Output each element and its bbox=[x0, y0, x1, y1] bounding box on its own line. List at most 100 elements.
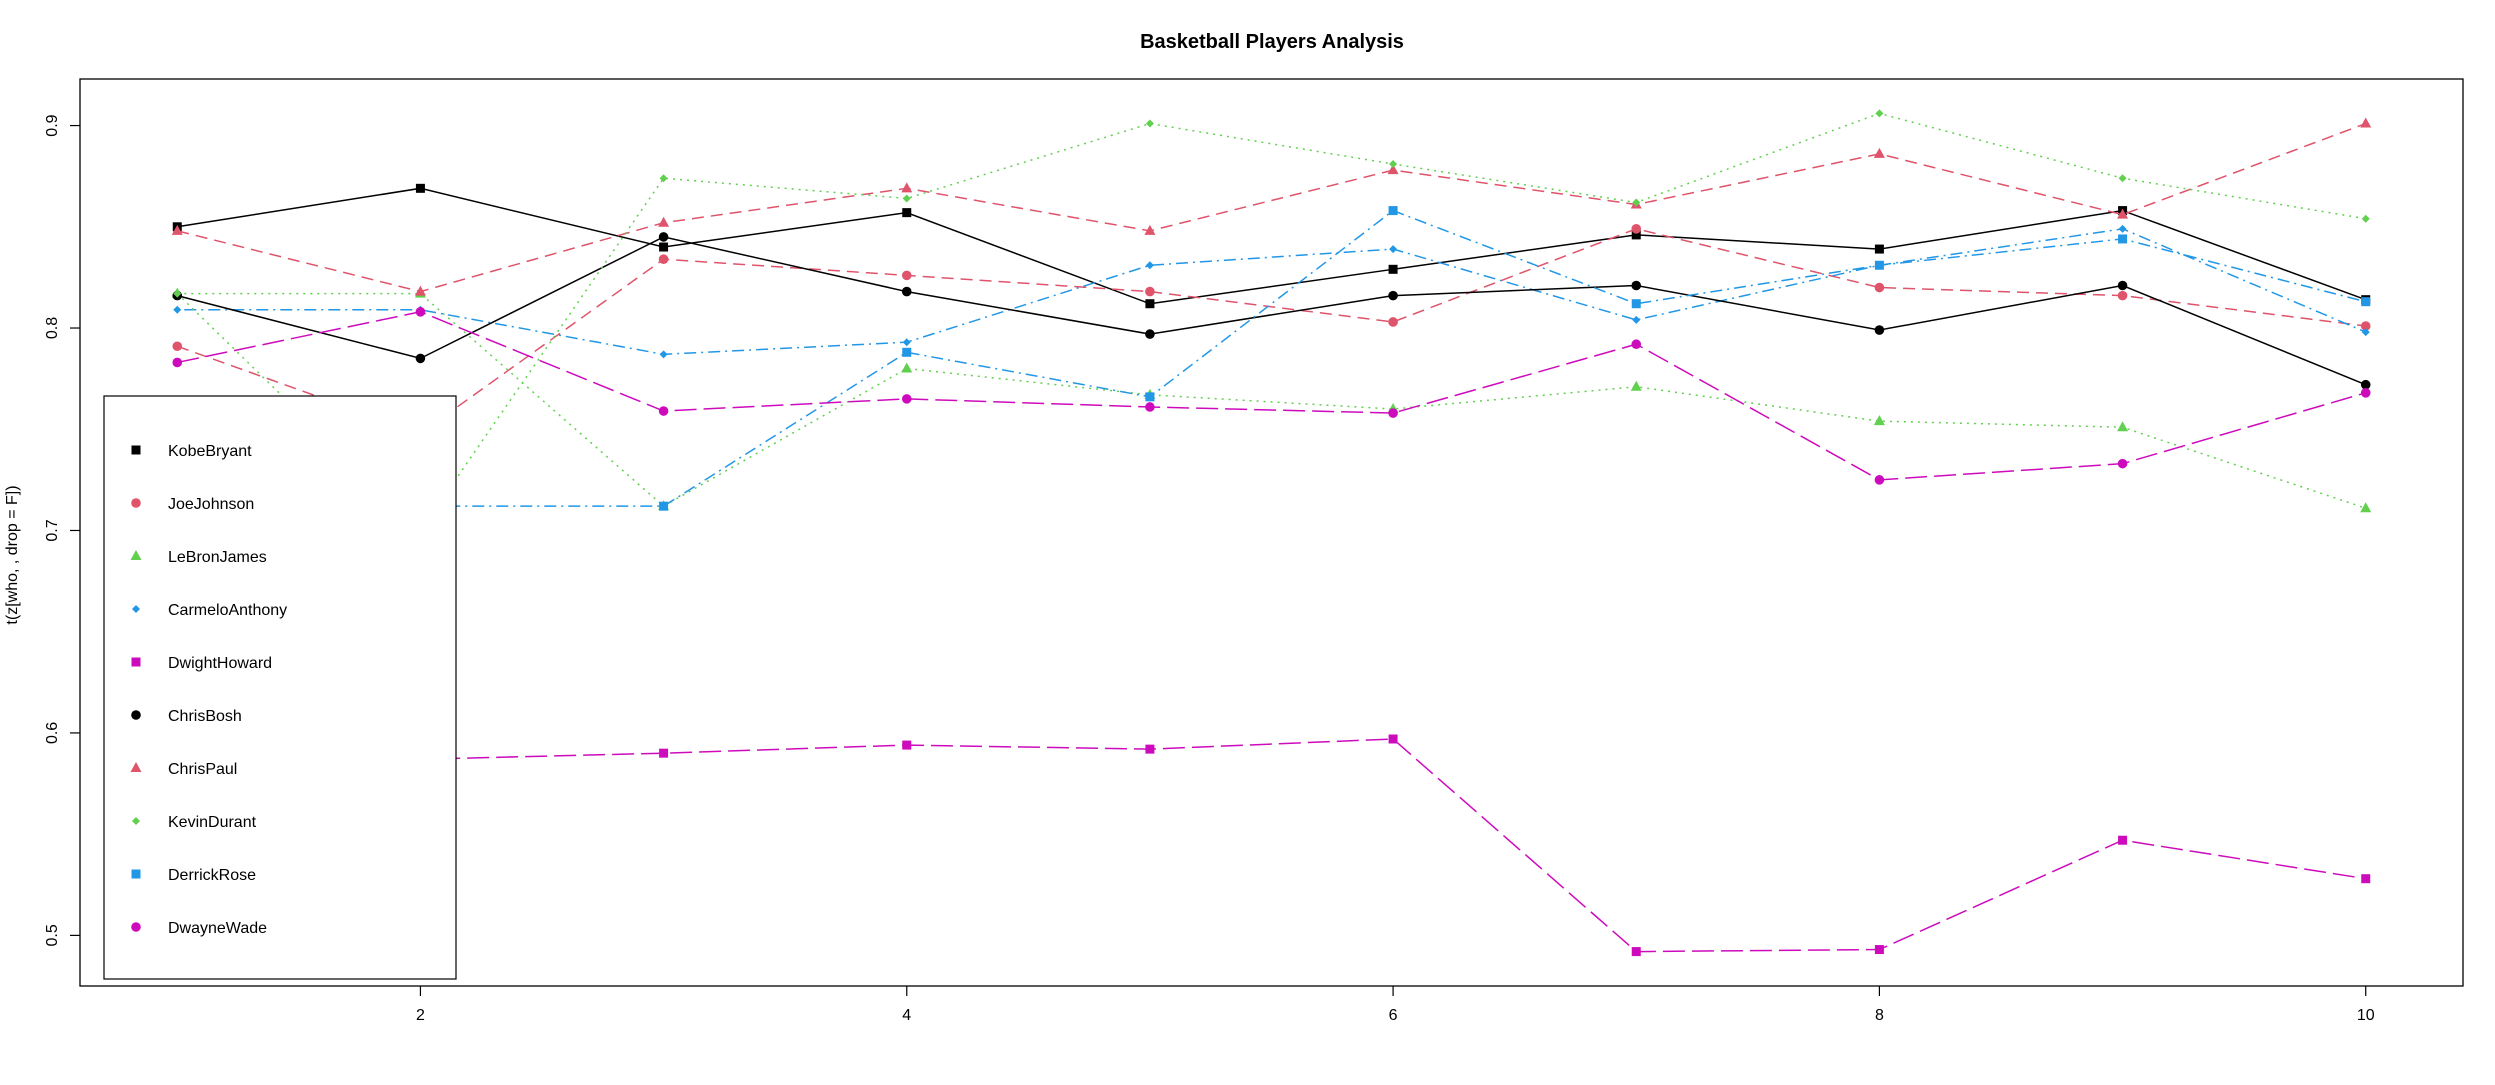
series-JoeJohnson bbox=[172, 224, 2371, 439]
data-point bbox=[2117, 421, 2129, 432]
data-point bbox=[901, 394, 912, 404]
data-point bbox=[1145, 299, 1155, 309]
legend-item: KobeBryant bbox=[131, 443, 252, 460]
series-line bbox=[177, 209, 2366, 507]
data-point bbox=[2360, 388, 2371, 398]
x-tick-label: 2 bbox=[416, 1007, 425, 1024]
data-point bbox=[1388, 206, 1398, 216]
data-point bbox=[1632, 315, 1641, 324]
data-point bbox=[1874, 945, 1884, 955]
series-KevinDurant bbox=[173, 109, 2370, 535]
data-point bbox=[1873, 415, 1885, 426]
data-point bbox=[2118, 174, 2127, 183]
data-point bbox=[1388, 734, 1398, 744]
data-point bbox=[1388, 408, 1398, 418]
legend-marker bbox=[131, 710, 141, 720]
series-group bbox=[171, 109, 2372, 957]
series-ChrisPaul bbox=[171, 117, 2372, 296]
data-point bbox=[659, 501, 669, 511]
data-point bbox=[1875, 109, 1884, 118]
legend-marker bbox=[131, 445, 141, 455]
data-point bbox=[1631, 224, 1642, 234]
data-point bbox=[901, 270, 912, 281]
legend-item: ChrisPaul bbox=[130, 761, 237, 778]
x-tick-label: 6 bbox=[1389, 1007, 1398, 1024]
data-point bbox=[2117, 280, 2128, 291]
x-tick-label: 4 bbox=[902, 1007, 911, 1024]
legend-label: DwightHoward bbox=[168, 655, 272, 672]
series-line bbox=[177, 228, 2367, 356]
legend-marker bbox=[132, 605, 140, 613]
data-point bbox=[1388, 290, 1398, 301]
data-point bbox=[1630, 380, 1642, 391]
data-point bbox=[1874, 260, 1884, 270]
series-ChrisBosh bbox=[172, 232, 2371, 390]
series-LeBronJames bbox=[171, 287, 2372, 513]
data-point bbox=[2117, 290, 2128, 301]
data-point bbox=[1145, 392, 1155, 402]
series-DwayneWade bbox=[172, 307, 2371, 485]
data-point bbox=[658, 254, 669, 264]
data-point bbox=[1388, 264, 1398, 274]
series-line bbox=[177, 187, 2366, 305]
legend-label: DwayneWade bbox=[168, 920, 267, 937]
data-point bbox=[2118, 835, 2128, 845]
data-point bbox=[1144, 224, 1156, 235]
data-point bbox=[1387, 164, 1399, 175]
x-tick-label: 8 bbox=[1875, 1007, 1884, 1024]
data-point bbox=[1145, 119, 1154, 128]
series-DwightHoward bbox=[172, 734, 2371, 957]
data-point bbox=[901, 362, 913, 373]
data-point bbox=[901, 286, 912, 297]
data-point bbox=[1145, 402, 1155, 412]
series-KobeBryant bbox=[172, 183, 2371, 309]
data-point bbox=[1145, 261, 1154, 270]
data-point bbox=[658, 216, 670, 227]
data-point bbox=[172, 357, 183, 368]
legend-marker bbox=[131, 922, 141, 932]
data-point bbox=[902, 194, 911, 203]
data-point bbox=[2361, 297, 2371, 307]
data-point bbox=[1874, 244, 1884, 254]
data-point bbox=[1145, 286, 1155, 297]
series-line bbox=[177, 122, 2366, 293]
data-point bbox=[1631, 947, 1641, 957]
data-point bbox=[1874, 325, 1885, 335]
data-point bbox=[659, 748, 669, 758]
data-point bbox=[2118, 224, 2127, 233]
data-point bbox=[1389, 160, 1398, 169]
legend-item: JoeJohnson bbox=[131, 496, 254, 513]
legend-label: KevinDurant bbox=[168, 814, 257, 831]
data-point bbox=[659, 350, 668, 359]
data-point bbox=[1389, 245, 1398, 254]
axes: 2 4 6 8 10 0.5 0.6 0.7 0.8 0.9 bbox=[44, 78, 2464, 1024]
data-point bbox=[171, 224, 183, 235]
y-tick-label: 0.7 bbox=[44, 519, 61, 541]
data-point bbox=[1874, 282, 1885, 293]
legend: KobeBryant JoeJohnson LeBronJames CarmeloAn… bbox=[103, 395, 457, 980]
data-point bbox=[414, 285, 426, 296]
data-point bbox=[1145, 329, 1155, 339]
data-point bbox=[173, 289, 182, 298]
data-point bbox=[2361, 874, 2371, 884]
legend-marker bbox=[131, 869, 141, 879]
legend-item: KevinDurant bbox=[132, 814, 257, 831]
data-point bbox=[1631, 280, 1642, 291]
data-point bbox=[659, 242, 669, 252]
data-point bbox=[1145, 744, 1155, 754]
data-point bbox=[1874, 475, 1885, 485]
data-point bbox=[2117, 458, 2128, 469]
data-point bbox=[2118, 234, 2128, 244]
data-point bbox=[2117, 208, 2129, 219]
legend-marker bbox=[130, 762, 142, 772]
legend-item: ChrisBosh bbox=[131, 708, 242, 725]
data-point bbox=[173, 305, 182, 314]
data-point bbox=[659, 174, 668, 183]
series-line bbox=[176, 112, 2366, 532]
legend-box bbox=[103, 395, 457, 980]
legend-item: DwightHoward bbox=[131, 655, 272, 672]
legend-item: DerrickRose bbox=[131, 867, 256, 884]
series-DerrickRose bbox=[172, 206, 2371, 511]
data-point bbox=[1631, 299, 1641, 309]
